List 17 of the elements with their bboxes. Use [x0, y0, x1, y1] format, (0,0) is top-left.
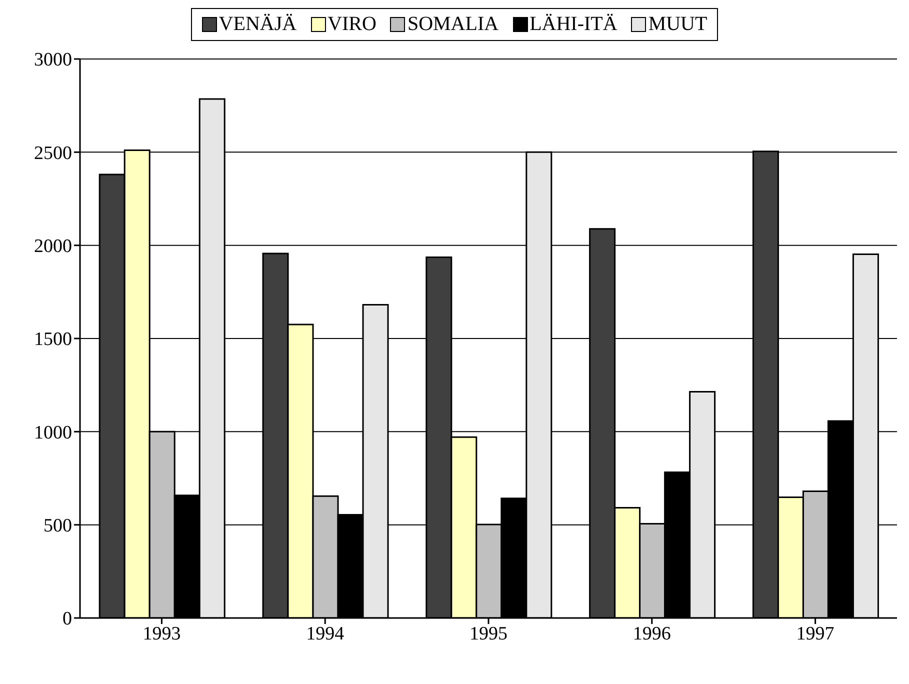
x-tick-label: 1996 [632, 623, 671, 644]
legend-label: VIRO [328, 13, 376, 36]
y-tick-label: 3000 [34, 50, 72, 71]
x-tick-label: 1994 [306, 623, 345, 644]
y-tick-label: 2500 [34, 142, 72, 164]
y-tick-label: 500 [44, 516, 72, 537]
y-tick-label: 2000 [34, 236, 72, 258]
legend-label: VENÄJÄ [218, 13, 297, 36]
y-tick-label: 1000 [34, 422, 72, 444]
legend-label: MUUT [648, 13, 708, 36]
x-tick-label: 1995 [470, 623, 508, 644]
y-tick-label: 0 [62, 608, 72, 630]
y-tick-label: 1500 [34, 329, 72, 350]
x-tick-label: 1997 [796, 623, 834, 644]
x-tick-label: 1993 [142, 623, 181, 644]
legend-label: SOMALIA [407, 13, 499, 36]
legend-label: LÄHI-ITÄ [530, 13, 618, 36]
